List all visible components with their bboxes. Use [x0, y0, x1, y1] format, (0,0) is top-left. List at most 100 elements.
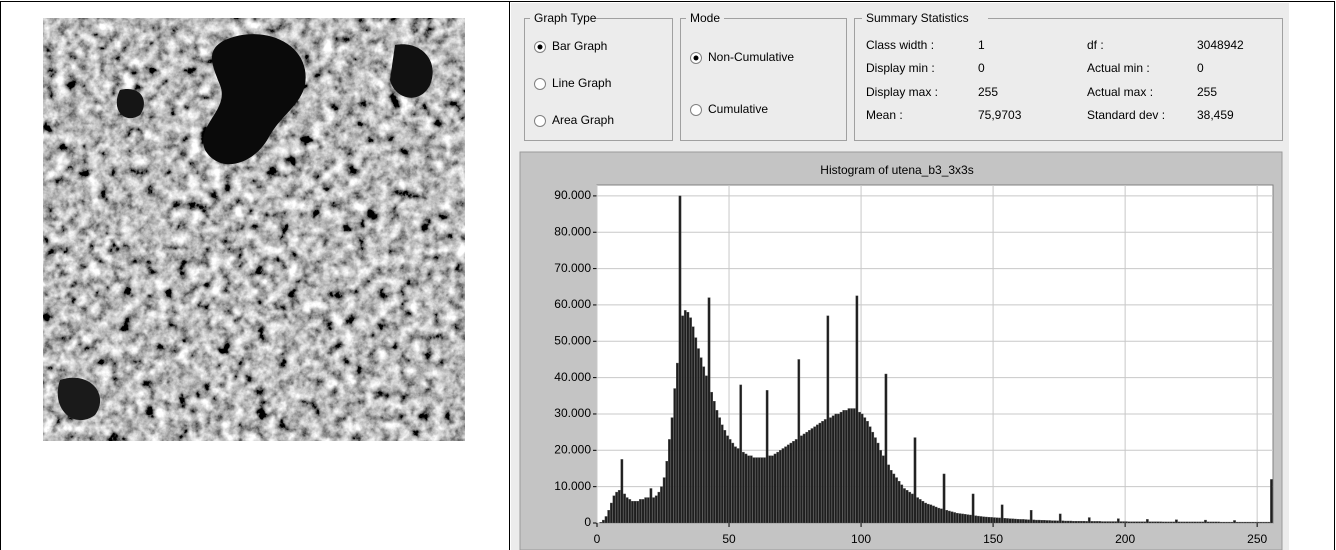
stat-value: 1	[978, 38, 985, 52]
stat-label: Standard dev :	[1087, 108, 1165, 122]
bar	[686, 312, 690, 524]
y-tick-label: 80.000	[554, 224, 591, 238]
bar	[1035, 519, 1038, 524]
bar	[1209, 521, 1213, 524]
radio-button[interactable]	[534, 115, 546, 127]
bar	[1077, 520, 1081, 524]
bar	[723, 430, 727, 524]
bar	[974, 515, 978, 524]
bar	[842, 410, 846, 524]
radio-button[interactable]	[534, 78, 546, 90]
bar	[802, 433, 806, 524]
y-tick-label: 60.000	[554, 297, 591, 311]
bar	[1180, 521, 1184, 524]
bar	[1246, 521, 1250, 524]
radio-label[interactable]: Non-Cumulative	[708, 50, 794, 64]
bar	[625, 497, 629, 524]
bar	[884, 373, 888, 524]
bar	[1161, 521, 1165, 524]
bar	[1264, 521, 1268, 524]
bar	[1003, 518, 1007, 524]
bar	[961, 513, 964, 524]
bar	[1175, 519, 1178, 524]
radio-button[interactable]	[690, 104, 702, 116]
bar	[678, 195, 682, 524]
bar	[871, 431, 875, 524]
bar	[1219, 521, 1223, 524]
bar	[1135, 521, 1139, 524]
bar	[1254, 521, 1257, 524]
bar	[1117, 518, 1120, 524]
bar	[845, 410, 848, 524]
bar	[1169, 521, 1173, 524]
bar	[633, 500, 637, 524]
bar	[971, 493, 975, 524]
bar	[1087, 517, 1091, 524]
bar	[1193, 521, 1197, 524]
radio-label[interactable]: Cumulative	[708, 102, 768, 116]
bar	[1249, 521, 1252, 524]
bar	[1241, 521, 1244, 524]
bar	[977, 515, 980, 524]
chart-title: Histogram of utena_b3_3x3s	[820, 163, 973, 177]
bar	[1190, 521, 1194, 524]
stat-value: 0	[1197, 61, 1204, 75]
bar	[710, 391, 713, 524]
bar	[995, 517, 999, 524]
stat-label: Mean :	[866, 108, 903, 122]
bar	[813, 426, 816, 524]
group-legend-bg	[530, 12, 596, 26]
x-tick-label: 250	[1247, 532, 1267, 546]
bar	[876, 442, 880, 524]
bar	[662, 477, 666, 524]
bar	[879, 450, 882, 524]
bar	[760, 457, 764, 524]
bar	[1267, 521, 1271, 524]
bar	[831, 415, 835, 524]
bar	[1058, 513, 1062, 524]
bar	[1109, 521, 1112, 524]
bar	[937, 507, 941, 524]
bar	[866, 421, 869, 524]
x-tick-label: 150	[983, 532, 1003, 546]
bar	[744, 453, 748, 524]
bar	[1095, 521, 1099, 524]
bar	[855, 295, 859, 524]
bar	[636, 500, 640, 524]
bar	[639, 499, 642, 524]
bar	[1262, 521, 1265, 524]
bar	[1140, 521, 1144, 524]
bar	[1011, 518, 1015, 524]
bar	[623, 493, 626, 524]
bar	[715, 410, 719, 524]
bar	[768, 455, 772, 524]
bar	[887, 464, 890, 524]
bar	[926, 503, 930, 524]
bar	[868, 426, 872, 524]
bar	[628, 499, 632, 524]
radio-label[interactable]: Line Graph	[552, 76, 611, 90]
bar	[736, 448, 740, 524]
radio-label[interactable]: Area Graph	[552, 113, 614, 127]
bar	[1032, 519, 1036, 524]
bar	[1146, 519, 1149, 524]
stat-label: df :	[1087, 38, 1104, 52]
bar	[1043, 520, 1046, 524]
bar	[1122, 521, 1125, 524]
bar	[720, 424, 724, 524]
bar	[689, 317, 692, 524]
bar	[1230, 521, 1234, 524]
bar	[673, 388, 677, 524]
bar	[1082, 520, 1086, 524]
stat-value: 38,459	[1197, 108, 1234, 122]
bar	[905, 490, 909, 524]
bar	[874, 437, 877, 524]
bar	[1069, 520, 1073, 524]
bar	[602, 519, 605, 524]
bar	[1217, 521, 1220, 524]
bar	[789, 442, 793, 524]
bar	[726, 435, 729, 524]
radio-label[interactable]: Bar Graph	[552, 39, 607, 53]
bar	[694, 337, 698, 524]
bar	[742, 451, 745, 524]
